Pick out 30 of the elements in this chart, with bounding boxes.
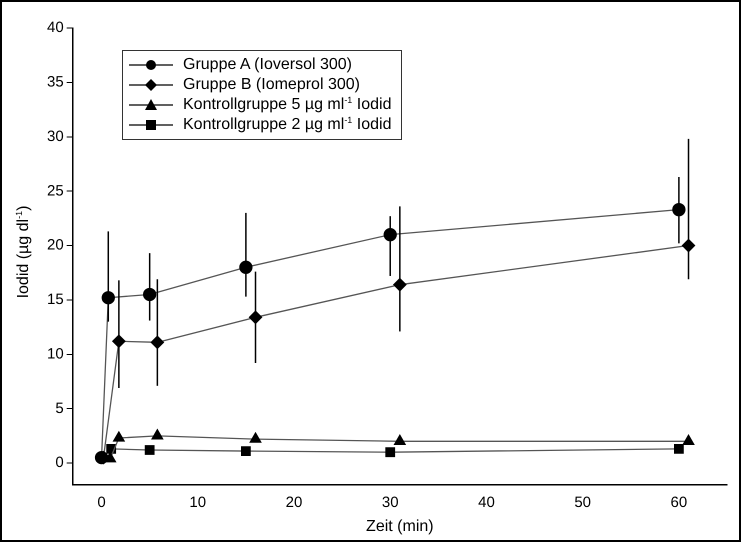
x-tick-label: 20 [286, 494, 302, 511]
y-tick-label: 5 [55, 400, 64, 417]
legend-label: Gruppe B (Iomeprol 300) [183, 75, 360, 95]
x-tick-label: 60 [670, 494, 688, 511]
legend-label: Kontrollgruppe 2 µg ml$^{-1}$ Iodid [183, 115, 392, 135]
x-tick-label: 10 [189, 494, 206, 511]
legend-label: Gruppe A (Ioversol 300) [183, 55, 352, 75]
x-tick-label: 30 [382, 494, 399, 511]
x-tick-label: 50 [574, 494, 592, 511]
point [144, 445, 155, 455]
point [674, 444, 684, 454]
y-tick-label: 15 [46, 291, 64, 308]
point [682, 434, 694, 445]
point [385, 447, 396, 458]
point [240, 446, 251, 456]
y-tick-label: 10 [46, 345, 64, 362]
x-tick-label: 0 [97, 494, 106, 511]
y-tick-label: 25 [46, 182, 64, 200]
y-tick-label: 35 [46, 74, 64, 91]
y-tick-label: 30 [46, 128, 64, 145]
legend-label: Kontrollgruppe 5 µg ml$^{-1}$ Iodid [183, 95, 392, 115]
point [113, 431, 125, 442]
point [250, 432, 262, 443]
x-axis-title: Zeit (min) [366, 518, 434, 535]
point [394, 434, 406, 445]
y-tick-label: 0 [55, 454, 64, 472]
y-tick-label: 40 [46, 19, 64, 36]
y-tick-label: 20 [46, 236, 64, 254]
point [152, 429, 164, 440]
x-tick-label: 40 [478, 494, 495, 511]
